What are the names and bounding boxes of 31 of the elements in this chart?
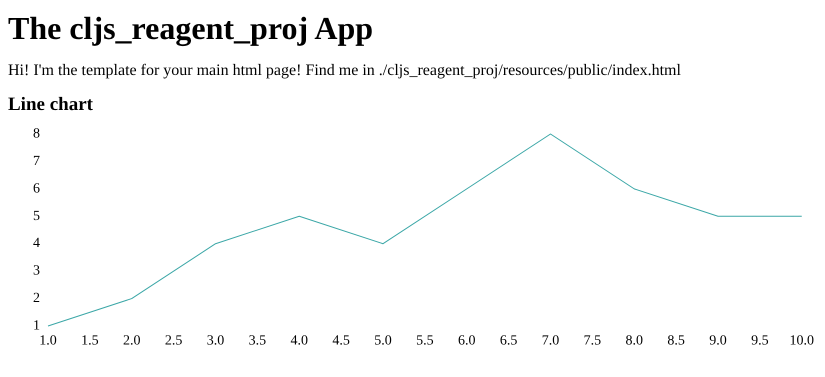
x-tick-label: 7.0 bbox=[542, 334, 560, 348]
chart-title: The cljs_reagent_proj App bbox=[8, 9, 374, 48]
x-tick-label: 6.5 bbox=[500, 334, 518, 348]
x-tick-label: 5.0 bbox=[374, 334, 392, 348]
chart-subtitle: Hi! I'm the template for your main html page! Find me in ./cljs_reagent_proj/resources/public/index.html bbox=[8, 62, 682, 80]
x-tick-label: 2.0 bbox=[123, 334, 140, 348]
x-tick-label: 5.5 bbox=[416, 334, 434, 348]
y-tick-label: 8 bbox=[33, 126, 40, 142]
y-tick-label: 5 bbox=[33, 208, 40, 224]
x-tick-label: 9.5 bbox=[751, 334, 769, 348]
y-tick-label: 7 bbox=[33, 154, 40, 169]
x-tick-label: 8.0 bbox=[626, 334, 643, 348]
x-tick-label: 8.5 bbox=[667, 334, 685, 348]
x-tick-label: 4.0 bbox=[290, 334, 308, 348]
x-tick-label: 10.0 bbox=[790, 334, 814, 348]
y-tick-label: 3 bbox=[33, 264, 40, 279]
text: Line chart bbox=[8, 94, 94, 116]
x-tick-label: 4.5 bbox=[332, 334, 350, 348]
x-tick-label: 7.5 bbox=[584, 334, 602, 348]
x-tick-label: 2.5 bbox=[164, 334, 182, 348]
x-tick-label: 9.0 bbox=[709, 334, 727, 348]
y-tick-label: 1 bbox=[33, 318, 40, 334]
x-tick-label: 1.5 bbox=[81, 334, 99, 348]
x-tick-label: 1.0 bbox=[39, 334, 57, 348]
y-tick-label: 2 bbox=[33, 291, 40, 306]
x-tick-label: 6.0 bbox=[458, 334, 476, 348]
y-tick-label: 4 bbox=[33, 236, 40, 252]
x-tick-label: 3.0 bbox=[206, 334, 224, 348]
y-tick-label: 6 bbox=[33, 181, 40, 196]
x-tick-label: 3.5 bbox=[248, 334, 266, 348]
line-series bbox=[48, 134, 802, 326]
